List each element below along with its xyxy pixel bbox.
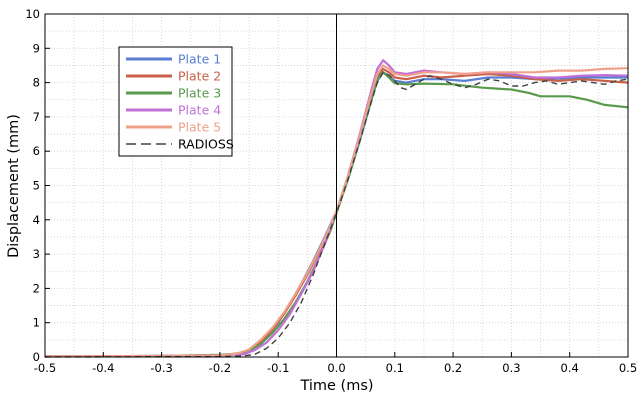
- y-tick-label: 2: [33, 281, 40, 295]
- x-tick-label: 0.1: [386, 361, 404, 375]
- y-axis-title: Displacement (mm): [6, 114, 22, 258]
- legend-label: Plate 3: [178, 86, 221, 101]
- series-line-4: [44, 59, 629, 358]
- x-tick-label: -0.4: [92, 361, 114, 375]
- legend-label: RADIOSS: [178, 137, 234, 152]
- y-tick-label: 7: [33, 110, 40, 124]
- legend-label: Plate 5: [178, 120, 221, 135]
- legend-box: [118, 46, 233, 157]
- legend-label: Plate 4: [178, 103, 221, 118]
- x-tick-label: 0.2: [444, 361, 462, 375]
- y-tick-label: 8: [33, 76, 40, 90]
- x-tick-label: 0.3: [502, 361, 520, 375]
- x-tick-label: -0.1: [267, 361, 289, 375]
- series-line-5: [44, 64, 629, 358]
- y-tick-label: 5: [33, 179, 40, 193]
- y-tick-label: 4: [33, 213, 40, 227]
- y-tick-label: 10: [25, 7, 40, 21]
- series-line-3: [44, 71, 629, 358]
- x-tick-label: -0.5: [34, 361, 56, 375]
- legend-label: Plate 1: [178, 52, 221, 67]
- y-tick-label: 1: [33, 316, 40, 330]
- y-tick-label: 6: [33, 144, 40, 158]
- x-tick-label: 0.4: [561, 361, 579, 375]
- x-tick-label: 0.0: [327, 361, 345, 375]
- y-tick-label: 0: [33, 350, 40, 364]
- axis-ticks: -0.5 -0.4 -0.3 -0.2 -0.1 0.0 0.1 0.2 0.3 0.4 0.5 0 1…: [25, 7, 637, 375]
- series-line-6: [44, 71, 629, 358]
- legend: Plate 1 Plate 2 Plate 3 Plate 4 Plate 5 RADIO…: [118, 46, 234, 157]
- x-tick-label: -0.3: [150, 361, 172, 375]
- series-lines: [44, 59, 629, 358]
- x-tick-label: 0.5: [619, 361, 637, 375]
- y-tick-label: 3: [33, 247, 40, 261]
- legend-label: Plate 2: [178, 69, 221, 84]
- y-tick-label: 9: [33, 41, 40, 55]
- x-tick-label: -0.2: [209, 361, 231, 375]
- x-axis-title: Time (ms): [299, 378, 373, 394]
